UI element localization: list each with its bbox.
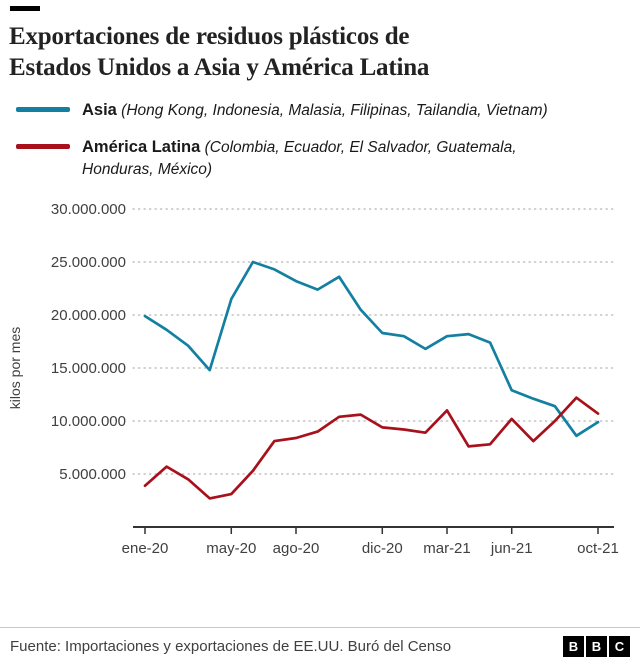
legend-item-asia: Asia (Hong Kong, Indonesia, Malasia, Fil… xyxy=(16,99,630,122)
top-accent-bar xyxy=(10,6,40,11)
footer: Fuente: Importaciones y exportaciones de… xyxy=(0,627,640,671)
series-line-latam xyxy=(143,396,600,500)
page-title: Exportaciones de residuos plásticos de E… xyxy=(9,22,630,83)
x-tick-label: oct-21 xyxy=(577,540,619,557)
y-tick-label: 25.000.000 xyxy=(51,254,126,271)
bbc-logo-block-b2: B xyxy=(586,636,607,657)
legend-detail-latam: (Colombia, Ecuador, El Salvador, Guatema… xyxy=(82,139,517,179)
x-tick-label: ene-20 xyxy=(122,540,169,557)
legend-label-latam: América Latina xyxy=(82,138,201,157)
source-attribution: Fuente: Importaciones y exportaciones de… xyxy=(10,638,452,655)
y-axis-title: kilos por mes xyxy=(7,327,23,409)
y-tick-label: 10.000.000 xyxy=(51,413,126,430)
bbc-logo: B B C xyxy=(563,636,630,657)
y-tick-label: 15.000.000 xyxy=(51,360,126,377)
chart-legend: Asia (Hong Kong, Indonesia, Malasia, Fil… xyxy=(0,99,640,181)
series-line-asia xyxy=(143,260,600,438)
legend-detail-asia: (Hong Kong, Indonesia, Malasia, Filipina… xyxy=(121,102,548,119)
title-line-2: Estados Unidos a Asia y América Latina xyxy=(9,53,430,81)
asia-line-swatch xyxy=(16,107,70,112)
y-tick-label: 30.000.000 xyxy=(51,201,126,218)
legend-label-asia: Asia xyxy=(82,101,117,119)
x-tick-label: may-20 xyxy=(206,540,256,557)
chart-area: 5.000.000 10.000.000 15.000.000 20.000.000 2… xyxy=(0,195,640,582)
x-tick-label: jun-21 xyxy=(490,540,533,557)
latam-line-swatch xyxy=(16,144,70,150)
y-tick-label: 20.000.000 xyxy=(51,307,126,324)
y-tick-label: 5.000.000 xyxy=(59,466,126,483)
bbc-logo-block-b1: B xyxy=(563,636,584,657)
x-tick-label: dic-20 xyxy=(362,540,403,557)
x-tick-label: ago-20 xyxy=(273,540,320,557)
title-line-1: Exportaciones de residuos plásticos de xyxy=(9,23,410,50)
legend-item-latam: América Latina (Colombia, Ecuador, El Sa… xyxy=(16,136,630,181)
line-chart: 5.000.000 10.000.000 15.000.000 20.000.000 2… xyxy=(7,201,619,557)
bbc-logo-block-c: C xyxy=(609,636,630,657)
x-tick-label: mar-21 xyxy=(423,540,471,557)
